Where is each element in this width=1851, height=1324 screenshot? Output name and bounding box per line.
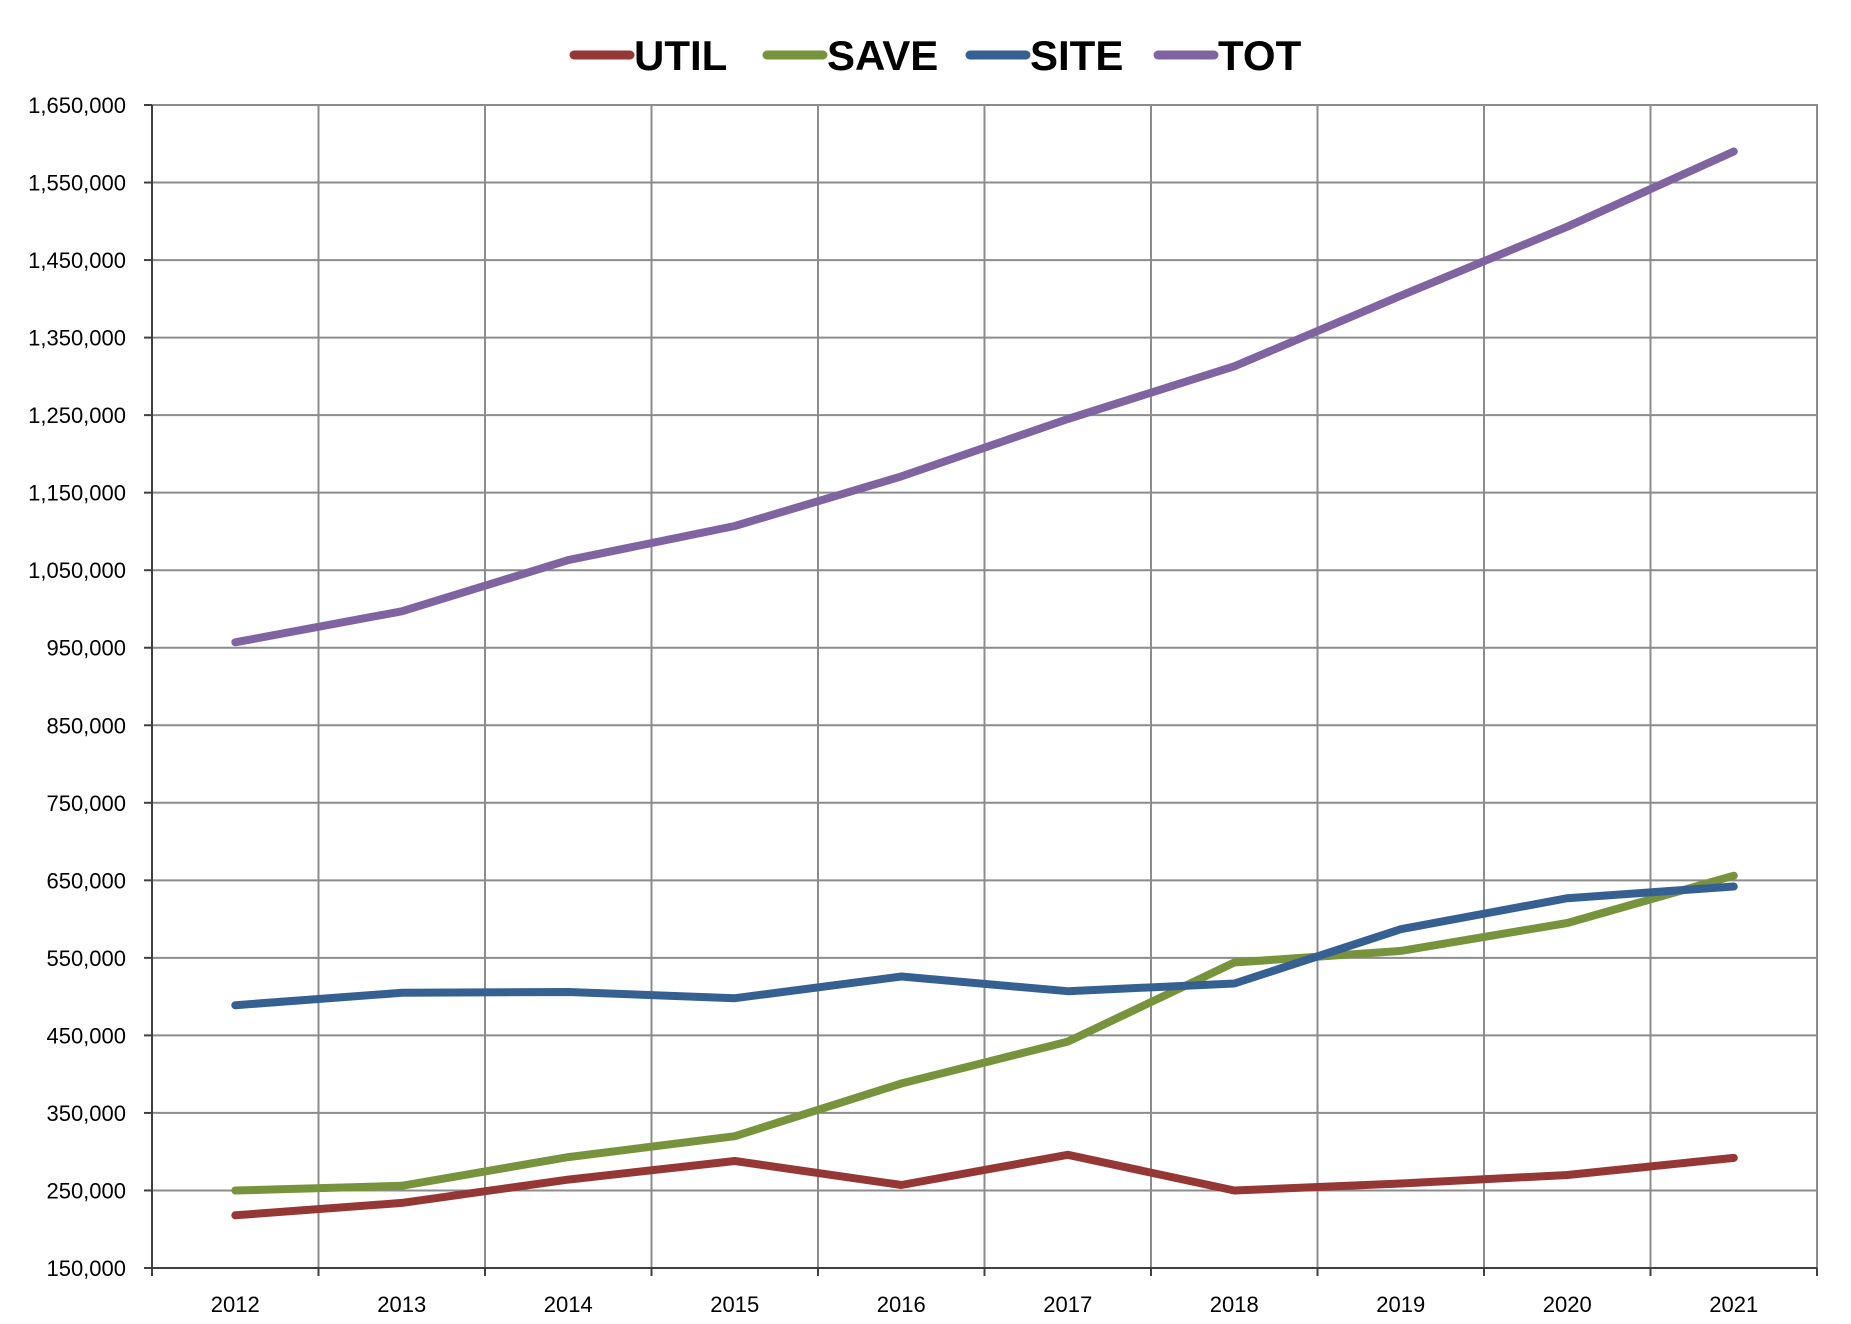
x-tick-label: 2014 bbox=[544, 1292, 593, 1317]
x-tick-label: 2019 bbox=[1376, 1292, 1425, 1317]
y-tick-label: 950,000 bbox=[46, 636, 126, 661]
x-tick-label: 2013 bbox=[377, 1292, 426, 1317]
series-line-util bbox=[231, 1150, 1738, 1220]
x-tick-label: 2018 bbox=[1210, 1292, 1259, 1317]
y-tick-label: 650,000 bbox=[46, 868, 126, 893]
y-tick-label: 1,150,000 bbox=[28, 481, 126, 506]
legend-label: SAVE bbox=[827, 32, 938, 79]
y-tick-label: 1,650,000 bbox=[28, 93, 126, 118]
y-tick-label: 150,000 bbox=[46, 1256, 126, 1281]
y-tick-label: 750,000 bbox=[46, 791, 126, 816]
legend-item-save: SAVE bbox=[762, 32, 938, 79]
legend-label: UTIL bbox=[634, 32, 727, 79]
grid-layer bbox=[151, 104, 1818, 1269]
x-tick-label: 2015 bbox=[710, 1292, 759, 1317]
y-tick-label: 450,000 bbox=[46, 1023, 126, 1048]
legend-label: TOT bbox=[1218, 32, 1302, 79]
y-tick-label: 1,250,000 bbox=[28, 403, 126, 428]
x-tick-label: 2020 bbox=[1543, 1292, 1592, 1317]
y-tick-label: 1,450,000 bbox=[28, 248, 126, 273]
series-line-save bbox=[231, 871, 1738, 1195]
legend: UTIL SAVE SITE TOT bbox=[569, 32, 1302, 79]
legend-item-site: SITE bbox=[965, 32, 1123, 79]
series-line-tot bbox=[231, 147, 1738, 647]
y-tick-label: 1,550,000 bbox=[28, 171, 126, 196]
legend-label: SITE bbox=[1030, 32, 1123, 79]
x-tick-label: 2021 bbox=[1709, 1292, 1758, 1317]
x-tick-label: 2012 bbox=[211, 1292, 260, 1317]
y-tick-label: 550,000 bbox=[46, 946, 126, 971]
x-tick-label: 2016 bbox=[877, 1292, 926, 1317]
series-layer bbox=[231, 147, 1738, 1220]
series-line-site bbox=[231, 882, 1738, 1010]
x-tick-label: 2017 bbox=[1043, 1292, 1092, 1317]
y-tick-label: 1,350,000 bbox=[28, 326, 126, 351]
y-tick-label: 850,000 bbox=[46, 713, 126, 738]
y-tick-label: 350,000 bbox=[46, 1101, 126, 1126]
y-tick-label: 250,000 bbox=[46, 1178, 126, 1203]
legend-item-tot: TOT bbox=[1153, 32, 1302, 79]
axis-layer: 150,000 250,000 350,000 450,000 550,000 650,0… bbox=[28, 93, 1818, 1317]
y-tick-label: 1,050,000 bbox=[28, 558, 126, 583]
legend-item-util: UTIL bbox=[569, 32, 727, 79]
